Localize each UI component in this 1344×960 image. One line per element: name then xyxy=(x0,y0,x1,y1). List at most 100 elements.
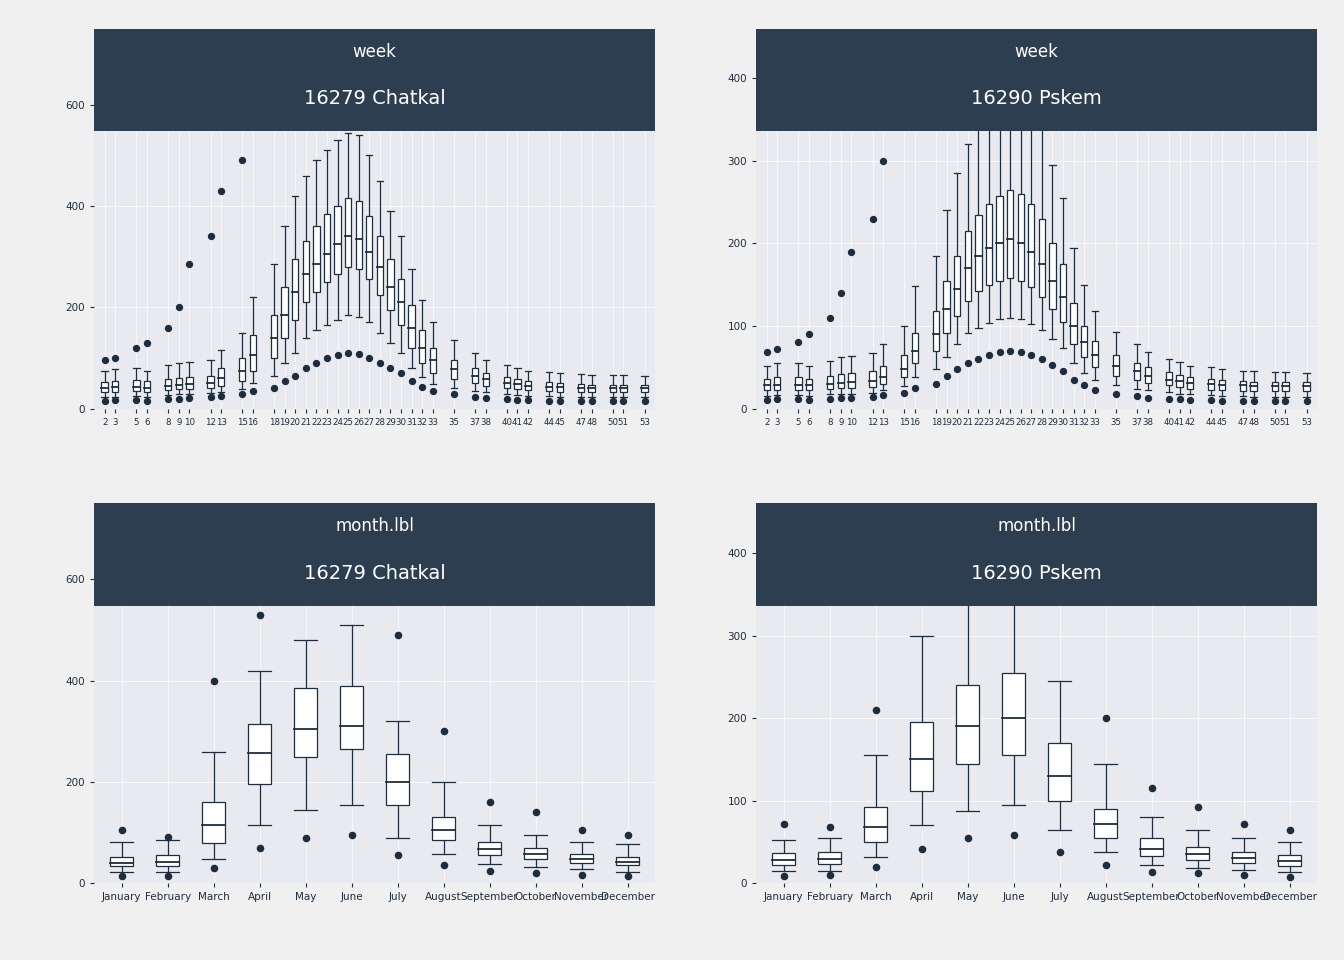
Bar xyxy=(620,385,626,393)
Point xyxy=(1278,869,1300,884)
Point xyxy=(285,368,306,383)
Point xyxy=(820,391,841,406)
Point xyxy=(1141,864,1163,879)
Point xyxy=(905,46,926,61)
Point xyxy=(1232,867,1254,882)
Bar xyxy=(757,503,1317,606)
Bar xyxy=(1232,852,1255,863)
Bar xyxy=(610,385,616,393)
Bar xyxy=(324,214,331,282)
Bar xyxy=(218,368,224,386)
Point xyxy=(305,355,327,371)
Bar xyxy=(430,348,435,373)
Point xyxy=(465,389,487,404)
Bar xyxy=(1271,382,1278,391)
Bar xyxy=(207,375,214,388)
Point xyxy=(866,859,887,875)
Point xyxy=(200,390,222,405)
Point xyxy=(755,345,777,360)
Bar xyxy=(94,29,655,132)
Point xyxy=(1232,394,1254,409)
Point xyxy=(1000,343,1021,358)
Point xyxy=(524,804,546,820)
Point xyxy=(203,860,224,876)
Point xyxy=(1048,844,1070,859)
Bar xyxy=(94,503,655,606)
Bar xyxy=(524,848,547,859)
Point xyxy=(925,376,946,392)
Point xyxy=(905,380,926,396)
Point xyxy=(380,360,402,375)
Point xyxy=(112,823,133,838)
Point xyxy=(411,379,433,395)
Point xyxy=(126,393,148,408)
Point xyxy=(766,342,788,357)
Bar xyxy=(1250,382,1257,391)
Bar xyxy=(340,685,363,749)
Bar xyxy=(515,379,520,390)
Bar xyxy=(956,685,980,763)
Point xyxy=(390,366,411,381)
Point xyxy=(539,394,560,409)
Bar xyxy=(985,204,992,285)
Point xyxy=(773,816,794,831)
Bar xyxy=(570,853,593,863)
Bar xyxy=(1140,838,1163,856)
Point xyxy=(1085,383,1106,398)
Point xyxy=(773,868,794,883)
Point xyxy=(524,865,546,880)
Point xyxy=(294,562,316,577)
Point xyxy=(989,345,1011,360)
Point xyxy=(946,361,968,376)
Point xyxy=(1031,351,1052,367)
Point xyxy=(798,326,820,342)
Point xyxy=(978,348,1000,363)
Point xyxy=(840,390,862,405)
Point xyxy=(872,388,894,403)
Bar xyxy=(294,688,317,756)
Point xyxy=(136,394,157,409)
Point xyxy=(968,351,989,367)
Bar xyxy=(1145,368,1150,383)
Point xyxy=(348,347,370,362)
Point xyxy=(242,102,263,117)
Bar xyxy=(526,381,531,391)
Point xyxy=(602,394,624,409)
Point xyxy=(478,795,500,810)
Point xyxy=(1263,394,1285,409)
Bar xyxy=(472,368,478,383)
Point xyxy=(911,841,933,856)
Point xyxy=(1296,394,1317,409)
Point xyxy=(341,828,363,843)
Point xyxy=(1243,394,1265,409)
Point xyxy=(1095,857,1117,873)
Bar xyxy=(848,373,855,388)
Point xyxy=(337,346,359,361)
Bar xyxy=(271,315,277,358)
Bar xyxy=(202,803,226,843)
Point xyxy=(911,529,933,544)
Bar xyxy=(478,842,501,855)
Bar xyxy=(996,196,1003,280)
Point xyxy=(1179,393,1200,408)
Point xyxy=(1052,363,1074,378)
Bar xyxy=(1241,381,1246,391)
Point xyxy=(1020,348,1042,363)
Point xyxy=(957,830,978,846)
Bar xyxy=(249,724,271,784)
Point xyxy=(1126,389,1148,404)
Point xyxy=(571,867,593,882)
Bar xyxy=(356,201,362,270)
Point xyxy=(1137,390,1159,405)
Bar xyxy=(864,807,887,842)
Bar xyxy=(556,383,563,392)
Point xyxy=(634,394,656,409)
Point xyxy=(136,335,157,350)
Point xyxy=(249,607,270,622)
Bar xyxy=(376,236,383,295)
Bar xyxy=(1165,372,1172,385)
Point xyxy=(1048,570,1070,586)
Bar xyxy=(910,722,933,791)
Point xyxy=(474,391,496,406)
Bar xyxy=(1219,379,1224,391)
